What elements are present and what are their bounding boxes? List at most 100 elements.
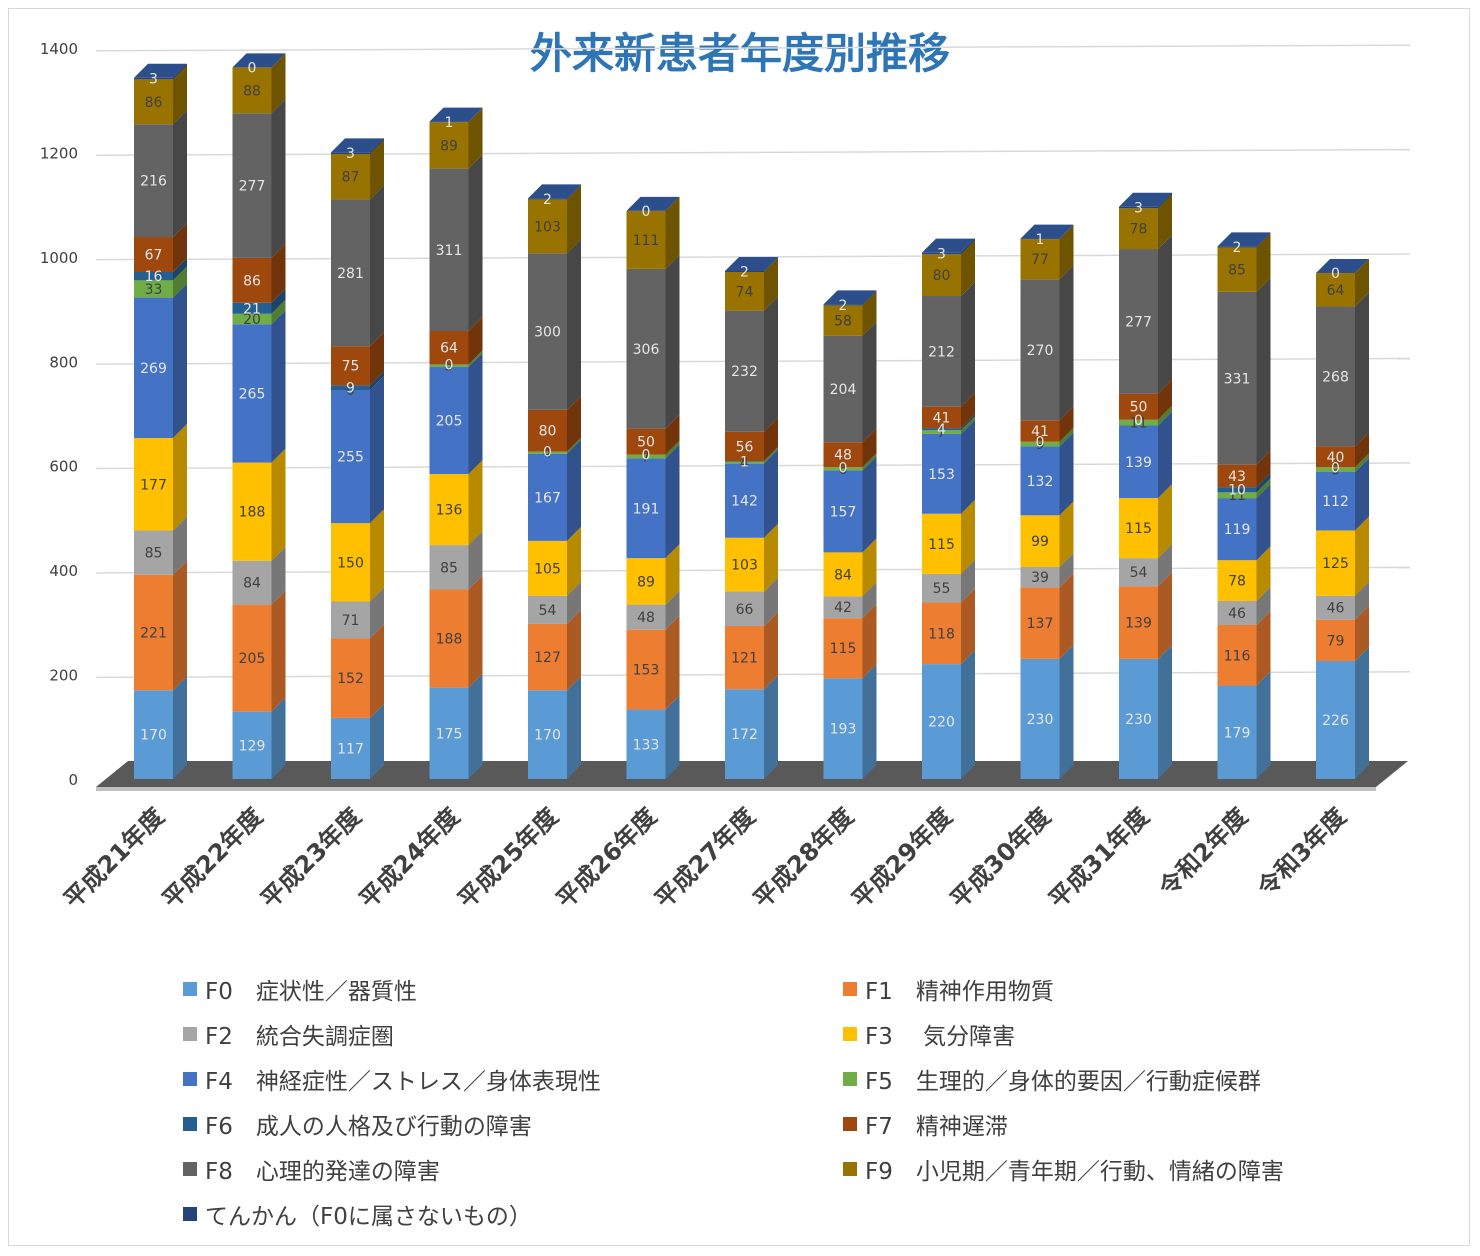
bar-segment-side (1059, 224, 1074, 240)
bar-segment (429, 364, 469, 368)
bar-segment (922, 252, 961, 255)
bar-segment (1316, 467, 1355, 472)
bar-segment (1316, 471, 1355, 531)
bar-segment (1217, 487, 1257, 493)
bar-segment (823, 470, 863, 553)
chart-title: 外来新患者年度別推移 (530, 29, 950, 78)
bar-segment (1217, 498, 1257, 561)
data-label: 175 (436, 726, 463, 742)
data-label: 99 (1031, 534, 1049, 550)
data-label: 85 (440, 560, 458, 576)
y-tick-label: 400 (49, 562, 78, 580)
bar-segment-side (862, 538, 877, 597)
bar-segment (922, 664, 961, 779)
bar-segment-side (1355, 516, 1369, 596)
bar-segment-side (1059, 644, 1074, 779)
bar-segment (626, 268, 666, 429)
bar-segment (823, 467, 863, 471)
bar-segment-side (173, 676, 187, 779)
bar-segment-side (370, 138, 384, 154)
bar-segment (1217, 560, 1257, 601)
bar-segment-side (1256, 586, 1271, 625)
bar-segment (331, 152, 370, 154)
bar-segment (725, 270, 764, 272)
bar-segment (134, 237, 173, 272)
bar-segment (725, 626, 764, 690)
data-label: 157 (830, 504, 857, 520)
data-label: 191 (633, 501, 660, 517)
data-label: 221 (140, 626, 167, 642)
bar-segment-side (468, 317, 483, 365)
data-label: 0 (1134, 413, 1143, 429)
bar-top (626, 196, 680, 211)
bar-top (1119, 192, 1172, 207)
data-label: 230 (1027, 712, 1054, 728)
bar-segment-side (468, 154, 483, 332)
data-label: 4 (937, 422, 946, 438)
data-label: 55 (933, 581, 951, 597)
y-tick-label: 600 (49, 458, 78, 476)
data-label: 132 (1027, 474, 1054, 490)
bar-top (823, 290, 877, 305)
bar-segment (1217, 291, 1257, 465)
bar-segment (429, 121, 469, 123)
data-label: 105 (534, 561, 561, 577)
data-label: 2 (740, 264, 749, 280)
bar-segment (134, 79, 173, 125)
data-label: 7 (937, 425, 946, 441)
bar-segment (1316, 273, 1355, 307)
data-label: 0 (445, 357, 454, 373)
bar-segment (232, 302, 272, 314)
bar-segment-side (370, 703, 384, 779)
chart-frame (8, 8, 1470, 1246)
bar-segment (1119, 586, 1158, 659)
bar-segment (429, 331, 469, 365)
data-label: 111 (633, 233, 660, 249)
data-label: 118 (928, 626, 955, 642)
bar-segment (1119, 658, 1158, 779)
bar-segment-side (1158, 572, 1172, 659)
bar-segment (331, 523, 370, 602)
bar-segment (134, 297, 173, 439)
data-label: 0 (642, 448, 651, 464)
bar-segment (331, 390, 370, 524)
data-label: 54 (539, 603, 557, 619)
bar-segment (528, 453, 567, 541)
bar-segment (232, 462, 272, 561)
bar-segment (1316, 595, 1355, 620)
bar-top (1020, 224, 1074, 239)
data-label: 48 (637, 610, 655, 626)
bar-segment-side (1158, 644, 1172, 779)
bar-segment (1316, 619, 1355, 661)
bar-segment-side (862, 582, 877, 619)
data-label: 205 (239, 651, 266, 667)
bar-segment-side (370, 587, 384, 639)
data-label: 9 (346, 381, 355, 397)
data-label: 119 (1224, 522, 1251, 538)
data-label: 265 (239, 386, 266, 402)
bar-segment-side (764, 257, 778, 311)
bar-segment-side (173, 65, 187, 125)
y-tick-label: 1400 (40, 40, 78, 58)
bar-segment (232, 711, 272, 779)
data-label: 188 (239, 505, 266, 521)
bar-top (331, 138, 384, 153)
bar-segment-side (173, 516, 187, 575)
bar-segment (725, 689, 764, 779)
bar-segment-side (173, 283, 187, 439)
bar-segment-side (862, 321, 877, 443)
bar-segment-side (271, 299, 286, 325)
bar-segment (429, 545, 469, 590)
data-label: 11 (1130, 416, 1148, 432)
bar-segment-side (961, 238, 975, 255)
bar-segment (1020, 238, 1060, 240)
bar-stack: 170 127 54 105 167 40 80 300 103 2 (528, 184, 581, 779)
data-label: 71 (342, 613, 360, 629)
bar-segment (134, 271, 173, 281)
bar-segment-side (271, 590, 286, 712)
bar-segment-side (271, 53, 286, 114)
data-label: 0 (1036, 435, 1045, 451)
x-tick-label: 平成23年度 (255, 802, 367, 914)
data-label: 0 (839, 460, 848, 476)
